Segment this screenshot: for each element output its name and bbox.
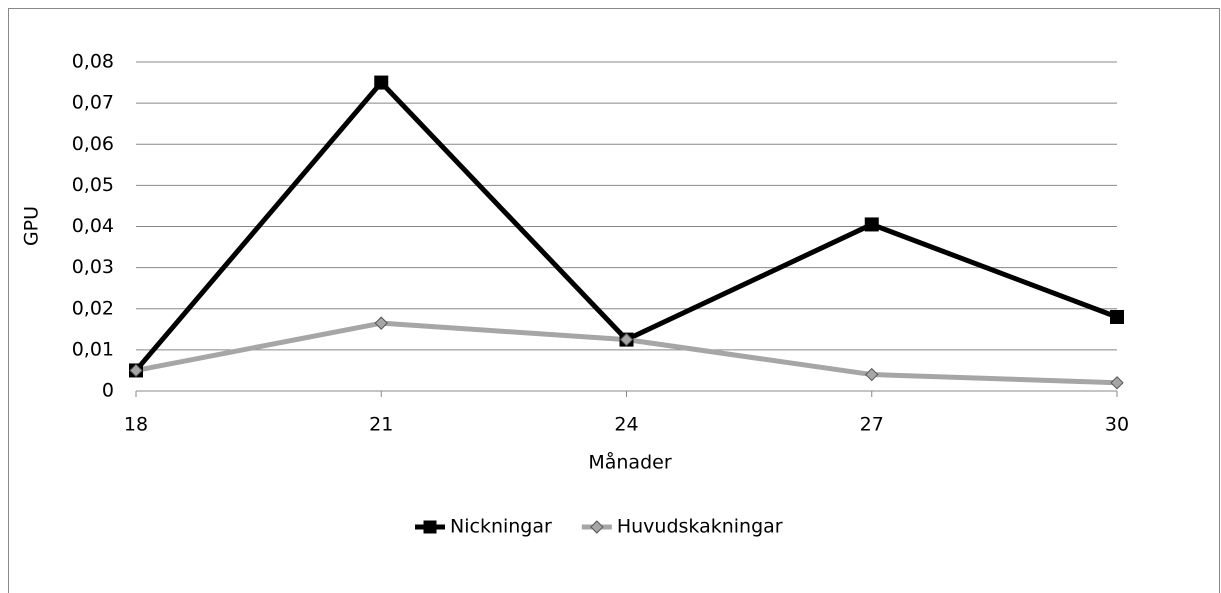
x-tick-label: 27 — [860, 414, 884, 436]
data-point — [1110, 309, 1124, 324]
y-tick-label: 0 — [102, 380, 114, 402]
y-tick-label: 0,01 — [72, 338, 114, 360]
data-point — [1110, 376, 1124, 390]
y-tick-label: 0,04 — [72, 215, 114, 237]
legend-label: Huvudskakningar — [617, 516, 783, 538]
legend-marker — [423, 520, 437, 534]
legend-marker — [590, 520, 604, 534]
data-point — [865, 367, 879, 382]
x-tick-label: 21 — [369, 414, 393, 436]
y-tick-label: 0,08 — [72, 51, 114, 73]
data-point — [129, 363, 143, 378]
y-tick-label: 0,06 — [72, 133, 114, 155]
legend-label: Nickningar — [450, 516, 552, 538]
data-point — [374, 75, 389, 90]
y-axis-label: GPU — [21, 206, 43, 246]
chart-frame — [8, 8, 1220, 593]
x-tick-label: 24 — [614, 414, 638, 436]
data-point — [374, 316, 388, 330]
data-point — [864, 217, 879, 232]
x-tick-label: 18 — [124, 414, 148, 436]
y-tick-label: 0,07 — [72, 92, 114, 114]
data-point — [619, 332, 634, 347]
y-tick-label: 0,03 — [72, 256, 114, 278]
x-tick-label: 30 — [1105, 414, 1129, 436]
y-tick-label: 0,02 — [72, 297, 114, 319]
x-axis-label: Månader — [588, 451, 671, 474]
y-tick-label: 0,05 — [72, 174, 114, 196]
